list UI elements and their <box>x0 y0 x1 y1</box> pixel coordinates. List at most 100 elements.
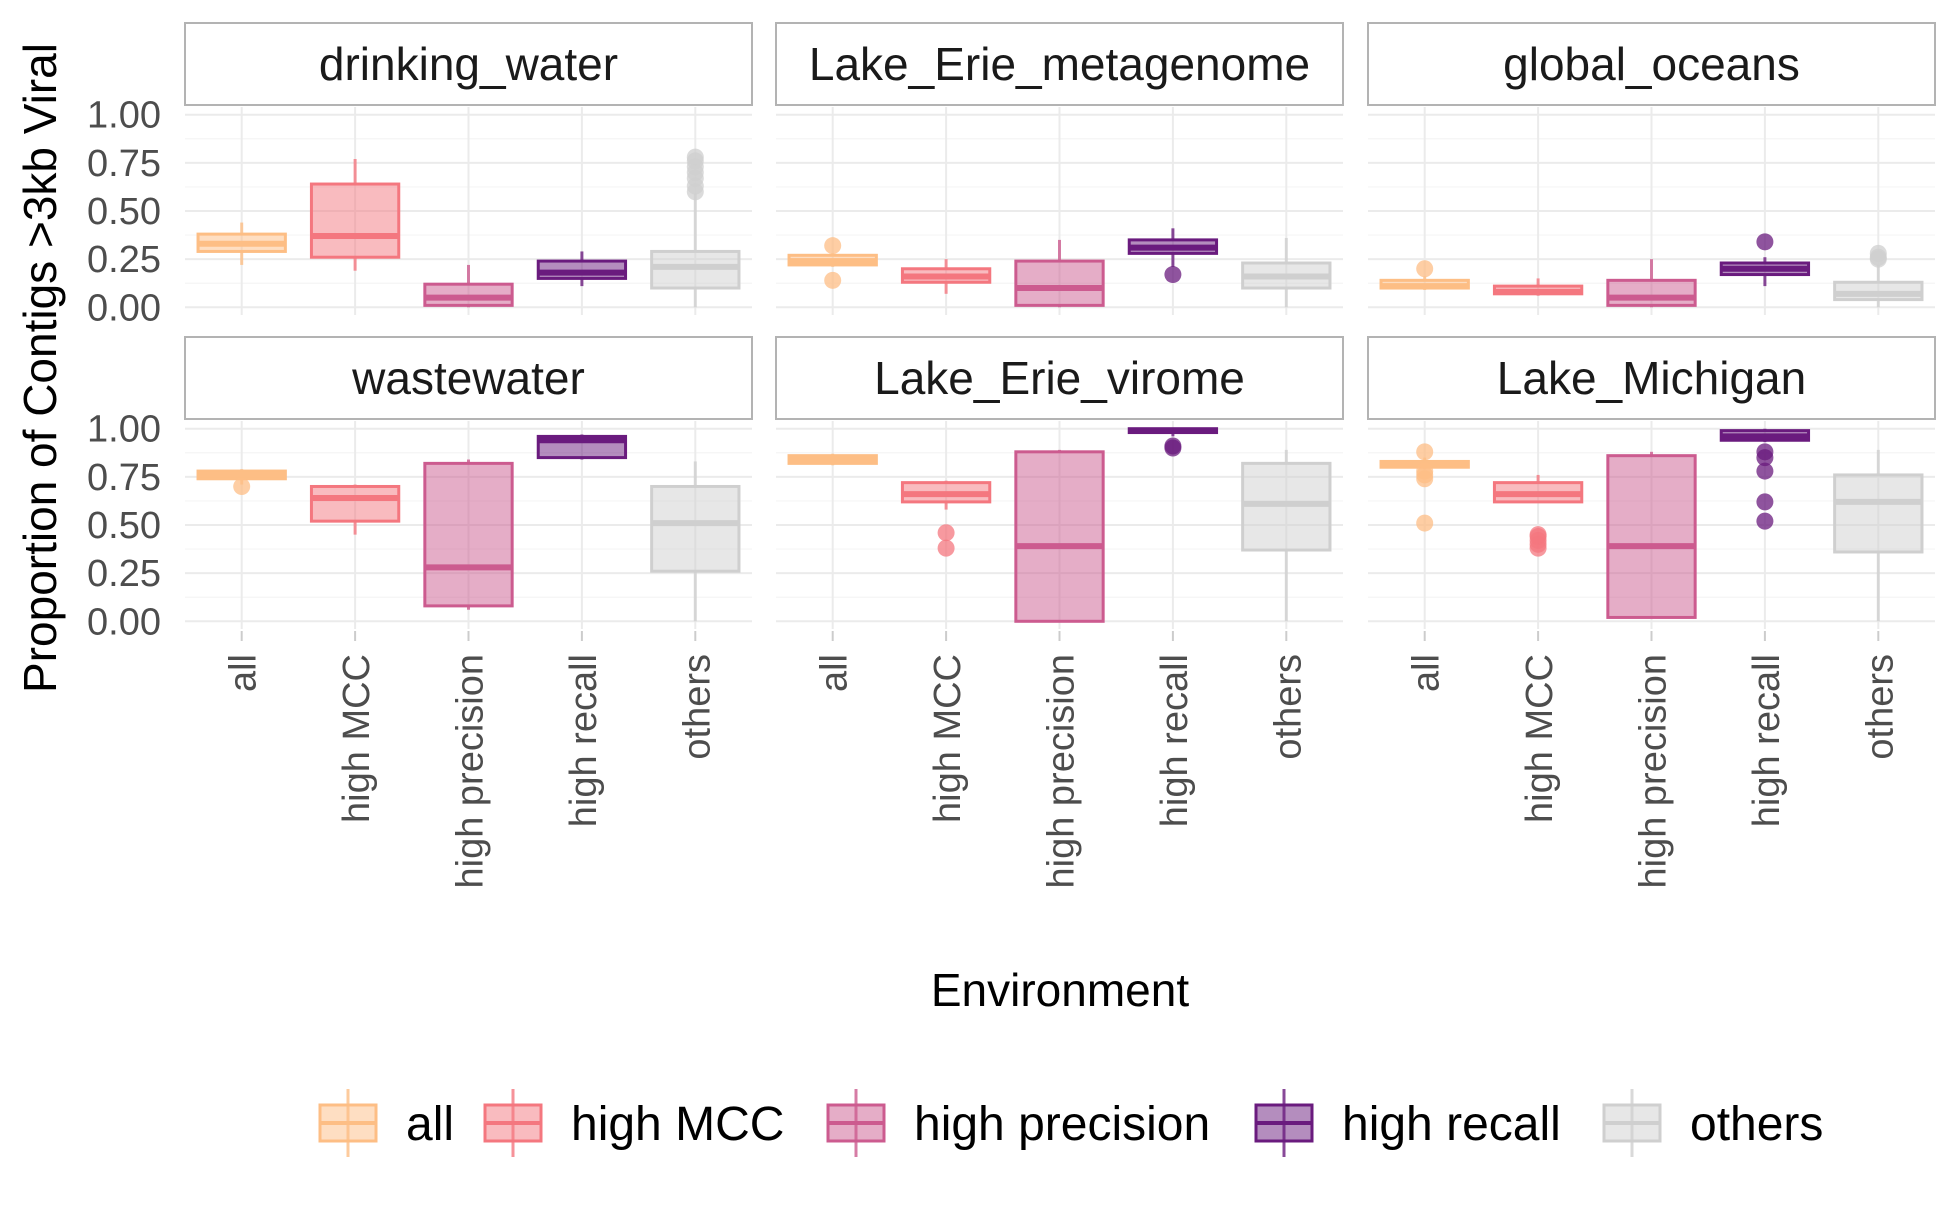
x-tick-label: high MCC <box>927 654 969 823</box>
x-tick-label: high recall <box>1154 654 1196 827</box>
boxplot-high-recall <box>1127 427 1219 457</box>
boxplot-high-recall <box>536 251 628 287</box>
y-tick-label: 0.25 <box>87 239 161 281</box>
facet-title: wastewater <box>351 352 585 404</box>
legend-label: high precision <box>914 1098 1210 1151</box>
facet-panel: global_oceans <box>1367 22 1936 315</box>
boxplot-high-precision <box>423 459 514 610</box>
outlier-point <box>686 148 704 166</box>
x-tick-label: high precision <box>1041 654 1083 888</box>
boxplot-high-MCC <box>900 259 992 294</box>
facet-strip <box>775 22 1344 106</box>
y-tick-label: 0.50 <box>87 191 161 233</box>
outlier-point <box>1416 443 1434 461</box>
outlier-point <box>1164 266 1182 284</box>
outlier-point <box>1164 439 1182 457</box>
x-tick-label: others <box>676 654 718 760</box>
outlier-point <box>1869 244 1887 262</box>
boxplot-high-MCC <box>309 484 401 535</box>
box-iqr <box>423 461 514 608</box>
x-tick-label: all <box>223 654 265 692</box>
facet-title: Lake_Michigan <box>1497 352 1806 404</box>
boxplot-high-precision <box>1014 239 1105 308</box>
legend-item: high recall <box>1254 1089 1561 1157</box>
legend: all high MCC high precision high recall othe… <box>318 1089 1823 1157</box>
facet-strip <box>1367 336 1936 420</box>
y-tick-label: 0.00 <box>87 601 161 643</box>
facet-panel: wastewater 0.00 0.25 0.50 0.75 1.00 all high MC… <box>87 336 753 888</box>
y-tick-label: 1.00 <box>87 95 161 137</box>
legend-label: others <box>1690 1098 1823 1151</box>
x-tick-label: all <box>814 654 856 692</box>
box-iqr <box>650 484 741 573</box>
facet-strip <box>184 336 753 420</box>
x-tick-label: high precision <box>1633 654 1675 888</box>
outlier-point <box>1416 514 1434 532</box>
y-axis-title: Proportion of Contigs >3kb Viral <box>14 43 66 693</box>
facet-title: Lake_Erie_metagenome <box>809 38 1310 90</box>
y-tick-label: 0.75 <box>87 457 161 499</box>
outlier-point <box>1756 233 1774 251</box>
boxplot-high-precision <box>423 264 514 308</box>
box-iqr <box>309 182 401 259</box>
boxplot-all <box>196 469 287 495</box>
legend-item: others <box>1602 1089 1823 1157</box>
outlier-point <box>824 237 842 255</box>
legend-label: all <box>406 1098 454 1151</box>
boxplot-others <box>650 461 741 622</box>
boxplot-all <box>196 222 287 265</box>
x-tick-label: high precision <box>450 654 492 888</box>
legend-item: high precision <box>826 1089 1210 1157</box>
facet-title: global_oceans <box>1503 38 1800 90</box>
boxplot-all <box>1379 260 1470 290</box>
facet-title: Lake_Erie_virome <box>874 352 1245 404</box>
boxplot-high-recall <box>1127 228 1219 284</box>
y-tick-label: 0.50 <box>87 505 161 547</box>
legend-item: high MCC <box>483 1089 784 1157</box>
outlier-point <box>233 477 251 495</box>
facet-panel: drinking_water 0.00 0.25 0.50 0.75 1.00 <box>87 22 753 329</box>
outlier-point <box>824 271 842 289</box>
box-iqr <box>1014 259 1105 307</box>
boxplot-all <box>787 237 878 289</box>
boxplot-high-recall <box>1719 428 1811 530</box>
x-tick-label: others <box>1859 654 1901 760</box>
legend-label: high MCC <box>571 1098 784 1151</box>
x-tick-label: high recall <box>1746 654 1788 827</box>
outlier-point <box>1416 462 1434 480</box>
boxplot-high-recall <box>1719 233 1811 287</box>
facet-strip <box>1367 22 1936 106</box>
boxplot-high-precision <box>1606 451 1697 619</box>
facet-strip <box>184 22 753 106</box>
box-iqr <box>1833 473 1924 554</box>
x-tick-label: high recall <box>563 654 605 827</box>
y-tick-label: 0.75 <box>87 143 161 185</box>
x-tick-label: high MCC <box>1519 654 1561 823</box>
outlier-point <box>1756 493 1774 511</box>
outlier-point <box>1756 512 1774 530</box>
boxplot-high-recall <box>536 434 628 460</box>
boxplot-others <box>650 148 741 308</box>
boxplot-all <box>1379 443 1470 532</box>
boxplot-high-MCC <box>1492 278 1584 296</box>
facet-title: drinking_water <box>319 38 618 90</box>
x-tick-label: others <box>1267 654 1309 760</box>
boxplot-others <box>1241 237 1332 308</box>
facet-panel: Lake_Erie_metagenome <box>775 22 1344 315</box>
boxplot-high-MCC <box>309 159 401 271</box>
boxplot-high-MCC <box>1492 474 1584 557</box>
legend-label: high recall <box>1342 1098 1561 1151</box>
boxplot-others <box>1833 449 1924 622</box>
boxplot-all <box>787 453 878 466</box>
boxplot-high-precision <box>1606 259 1697 308</box>
box-iqr <box>1606 278 1697 307</box>
boxplot-high-precision <box>1014 449 1105 623</box>
y-tick-label: 1.00 <box>87 409 161 451</box>
outlier-point <box>937 539 955 557</box>
x-tick-label: all <box>1406 654 1448 692</box>
facet-strip <box>775 336 1344 420</box>
